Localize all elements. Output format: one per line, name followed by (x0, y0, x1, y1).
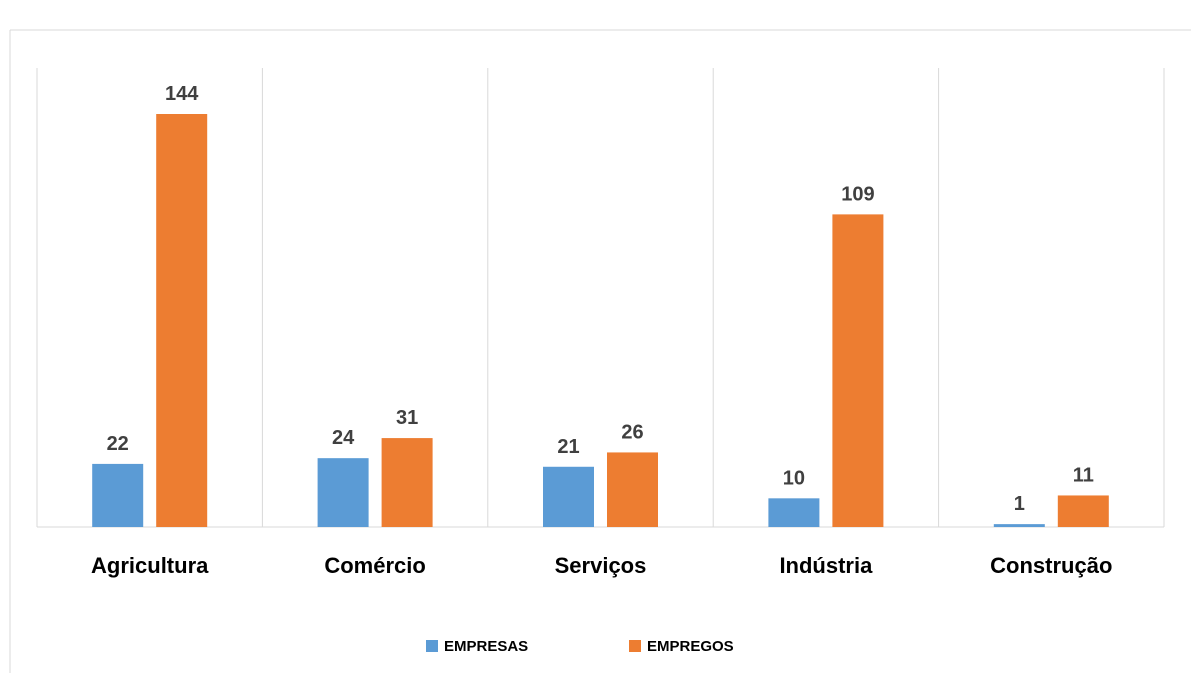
category-label: Agricultura (91, 553, 209, 578)
category-label: Serviços (555, 553, 647, 578)
data-label: 1 (1014, 493, 1025, 515)
bar-empregos (156, 114, 208, 527)
data-label: 109 (841, 183, 874, 205)
data-label: 21 (557, 436, 579, 458)
data-label: 11 (1073, 464, 1094, 486)
legend-label: EMPRESAS (444, 638, 528, 655)
data-label: 10 (783, 467, 805, 489)
bar-empregos (1057, 495, 1109, 527)
category-label: Construção (990, 553, 1112, 578)
category-label: Indústria (779, 553, 873, 578)
data-label: 22 (107, 433, 129, 455)
bar-empresas (993, 524, 1045, 527)
bar-empregos (832, 214, 884, 527)
data-label: 144 (165, 83, 199, 105)
data-label: 24 (332, 427, 355, 449)
legend-swatch-empregos (629, 640, 641, 652)
data-label: 26 (621, 421, 643, 443)
bar-empregos (381, 438, 433, 527)
bar-empresas (768, 498, 820, 527)
bar-empresas (317, 458, 369, 527)
bar-empregos (607, 452, 658, 527)
bar-empresas (92, 463, 144, 527)
category-label: Comércio (324, 553, 425, 578)
legend-label: EMPREGOS (647, 638, 734, 655)
data-label: 31 (396, 407, 418, 429)
bar-empresas (543, 466, 594, 527)
legend-swatch-empresas (426, 640, 438, 652)
